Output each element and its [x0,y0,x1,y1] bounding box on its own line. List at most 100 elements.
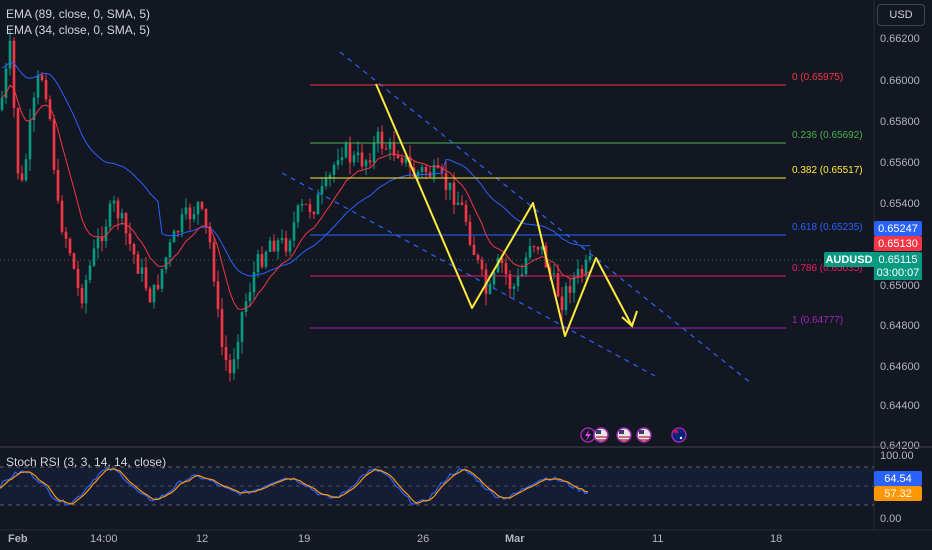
candle-body [12,40,16,109]
candle-body [352,155,356,163]
candle-body [456,202,460,205]
candle-body [388,142,392,150]
candle-body [416,171,420,177]
candle-body [396,155,400,159]
symbol-label: AUDUSD [824,252,874,267]
price-tick: 0.64400 [880,400,920,412]
candle-body [80,288,84,304]
candle-body [560,296,564,311]
candle-body [20,173,24,181]
candle-body [224,346,228,361]
candle-body [476,254,480,260]
candle-body [276,240,280,252]
candle-body [32,97,36,121]
price-scale[interactable]: 0.66200 0.66000 0.65800 0.65600 0.65400 … [873,0,920,530]
candle-body [484,269,488,294]
stoch-rsi-pane[interactable]: 100.00 0.00 [0,450,914,525]
candle-body [220,309,224,347]
candle-body [380,131,384,149]
candle-body [36,75,40,98]
arrow-head-icon [621,310,638,328]
price-tick: 0.65800 [880,116,920,128]
candle-body [512,286,516,289]
time-tick: 19 [298,533,310,545]
fib-label-0786: 0.786 (0.65035) [792,263,863,274]
candle-body [260,254,264,267]
candle-body [292,222,296,241]
candle-body [516,275,520,287]
candle-body [156,284,160,289]
candle-body [508,274,512,289]
candle-body [296,205,300,223]
candle-body [96,237,100,249]
ema34-legend[interactable]: EMA (34, close, 0, SMA, 5) [6,23,151,37]
projection-path[interactable] [375,83,633,337]
time-axis[interactable]: Feb 14:00 12 19 26 Mar 11 18 [0,529,932,545]
candle-body [576,268,580,277]
candle-body [4,68,8,98]
candle-body [40,75,44,81]
last-price-tag: 0.65115 [874,252,922,267]
channel-upper-line[interactable] [339,51,753,385]
candle-body [572,276,576,293]
fib-label-0382: 0.382 (0.65517) [792,165,863,176]
candle-body [580,268,584,275]
candle-body [252,272,256,293]
fib-label-0: 0 (0.65975) [792,72,843,83]
time-tick: Mar [505,533,525,545]
candle-body [588,255,592,261]
candle-body [264,251,268,267]
candle-body [372,142,376,163]
candle-body [424,166,428,173]
candle-body [552,273,556,275]
candle-body [204,208,208,227]
candle-body [228,360,232,374]
candle-body [432,165,436,177]
candle-body [300,203,304,206]
candle-body [420,166,424,172]
candle-body [84,279,88,304]
candle-body [504,263,508,275]
ema89-price-tag: 0.65247 [874,221,922,236]
candle-body [108,203,112,227]
candle-body [488,284,492,294]
ema89-legend[interactable]: EMA (89, close, 0, SMA, 5) [6,7,151,21]
candle-body [136,254,140,274]
candle-body [60,200,64,232]
fib-label-0618: 0.618 (0.65235) [792,222,863,233]
price-tick: 0.66000 [880,75,920,87]
candle-body [584,260,588,275]
time-tick: 26 [417,533,429,545]
channel-lower-line[interactable] [281,172,656,377]
candle-body [52,119,56,171]
candle-body [404,156,408,163]
candle-body [44,80,48,100]
candle-body [468,221,472,245]
fib-label-1: 1 (0.64777) [792,315,843,326]
candle-body [288,240,292,252]
candle-body [528,246,532,258]
currency-button[interactable]: USD [877,4,925,26]
stoch-rsi-legend[interactable]: Stoch RSI (3, 3, 14, 14, close) [6,455,167,469]
candle-body [564,286,568,311]
candle-body [304,203,308,205]
economic-events[interactable] [580,427,687,443]
candle-body [360,152,364,167]
candle-body [392,142,396,156]
candle-body [48,99,52,120]
candle-body [248,292,252,302]
candle-body [492,272,496,285]
candle-body [312,211,316,215]
candle-body [124,213,128,234]
price-tick: 0.64800 [880,320,920,332]
price-tick: 0.66200 [880,33,920,45]
candle-body [500,258,504,264]
candle-body [0,97,4,110]
candle-body [328,174,332,178]
candle-body [336,160,340,165]
candle-body [176,231,180,233]
candle-body [448,182,452,190]
fibonacci-retracement[interactable]: 0 (0.65975) 0.236 (0.65692) 0.382 (0.655… [310,72,863,329]
candle-body [340,157,344,161]
